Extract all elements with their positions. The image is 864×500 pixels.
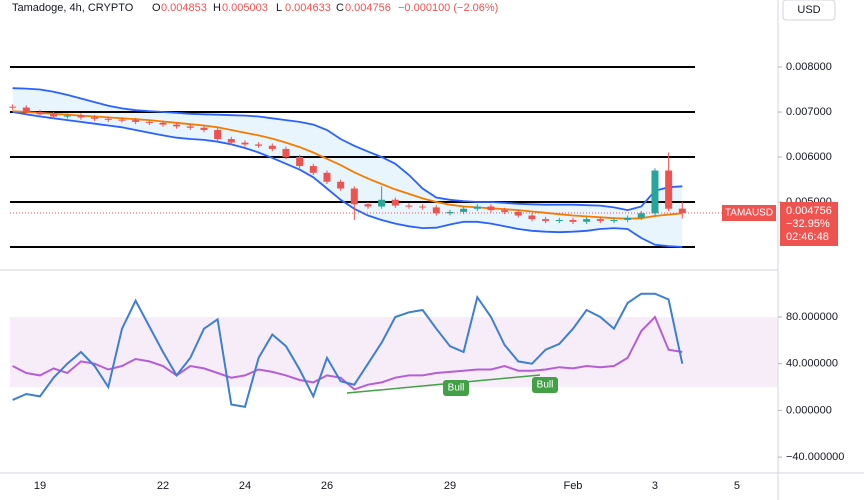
candle-body <box>350 188 358 205</box>
rsi-band <box>10 317 778 388</box>
candle-body <box>132 120 140 122</box>
candle-body <box>583 219 591 222</box>
candle-body <box>173 124 181 127</box>
candle-body <box>9 106 17 108</box>
candle-body <box>596 219 604 221</box>
candle-body <box>637 213 645 218</box>
candle-body <box>405 205 413 207</box>
symbol-badge <box>722 204 776 221</box>
candle-body <box>651 170 659 214</box>
candle-body <box>378 199 386 207</box>
candle-body <box>214 130 222 140</box>
candle-body <box>487 206 495 211</box>
x-tick-label: 3 <box>652 480 658 492</box>
band-line <box>12 87 683 212</box>
x-tick-label: Feb <box>563 480 582 492</box>
candle-body <box>569 220 577 222</box>
candle-body <box>364 204 372 207</box>
candle-body <box>309 166 317 173</box>
candle-body <box>555 220 563 222</box>
candle-body <box>200 127 208 131</box>
change-label: −32.95% <box>786 218 830 230</box>
candle-body <box>514 211 522 216</box>
annotation: Bull <box>537 380 554 391</box>
candle-body <box>22 107 30 113</box>
x-tick-label: 5 <box>734 480 740 492</box>
candle-body <box>501 210 509 212</box>
candle-body <box>104 118 112 120</box>
candle-body <box>665 170 673 209</box>
candle-body <box>419 206 427 208</box>
annotation-badge <box>443 380 469 396</box>
candle-body <box>63 115 71 117</box>
x-tick-label: 24 <box>239 480 251 492</box>
countdown-label: 02:46:48 <box>786 231 829 243</box>
x-tick-label: 19 <box>34 480 46 492</box>
y-tick-label: 40.000000 <box>786 358 838 370</box>
candle-body <box>432 207 440 214</box>
candle-body <box>282 148 290 158</box>
candle-body <box>36 112 44 115</box>
ohlc-label: O <box>152 2 161 14</box>
y-tick-label: 0.006000 <box>786 151 832 163</box>
candle-body <box>227 139 235 143</box>
x-tick-label: 22 <box>157 480 169 492</box>
y-tick-label: 0.007000 <box>786 106 832 118</box>
candle-body <box>118 119 126 121</box>
candle-body <box>323 172 331 182</box>
candle-body <box>610 220 618 222</box>
currency[interactable]: USD <box>797 4 820 16</box>
ohlc-value: 0.004633 <box>285 2 331 14</box>
candle-body <box>542 219 550 221</box>
x-tick-label: 29 <box>444 480 456 492</box>
ohlc-value: 0.004756 <box>345 2 391 14</box>
y-tick-label: 0.000000 <box>786 404 832 416</box>
candle-body <box>446 211 454 214</box>
band-line <box>12 111 683 248</box>
annotation-badge <box>532 377 558 393</box>
candle-body <box>337 181 345 189</box>
candle-body <box>678 208 686 213</box>
price-label: 0.004756 <box>786 205 832 217</box>
candle-body <box>473 206 481 209</box>
candle-body <box>186 126 194 128</box>
band-fill <box>12 88 683 248</box>
candle-body <box>159 122 167 125</box>
basis-line <box>12 110 683 220</box>
candle-body <box>50 114 58 117</box>
x-tick-label: 26 <box>321 480 333 492</box>
candle-body <box>241 142 249 145</box>
ohlc-label: C <box>336 2 344 14</box>
ohlc-label: L <box>276 2 282 14</box>
candle-body <box>77 115 85 118</box>
change: −0.000100 (−2.06%) <box>398 2 498 14</box>
indicator-line <box>12 292 684 409</box>
ohlc-value: 0.004853 <box>161 2 207 14</box>
ohlc-value: 0.005003 <box>222 2 268 14</box>
currency-box[interactable] <box>782 0 836 21</box>
y-tick-label: 80.000000 <box>786 311 838 323</box>
price-badge <box>780 201 838 246</box>
candle-body <box>391 199 399 206</box>
candle-body <box>255 144 263 146</box>
candle-body <box>91 117 99 119</box>
candle-body <box>145 121 153 123</box>
candle-body <box>528 215 536 220</box>
candle-body <box>296 157 304 167</box>
symbol-label: TAMAUSD <box>725 208 773 219</box>
candle-body <box>268 145 276 149</box>
candle-body <box>460 208 468 212</box>
ohlc-label: H <box>213 2 221 14</box>
symbol-title: Tamadoge, 4h, CRYPTO <box>12 2 134 14</box>
y-tick-label: 0.008000 <box>786 61 832 73</box>
y-tick-label: −40.000000 <box>786 451 844 463</box>
candle-body <box>624 217 632 221</box>
annotation: Bull <box>448 383 465 394</box>
